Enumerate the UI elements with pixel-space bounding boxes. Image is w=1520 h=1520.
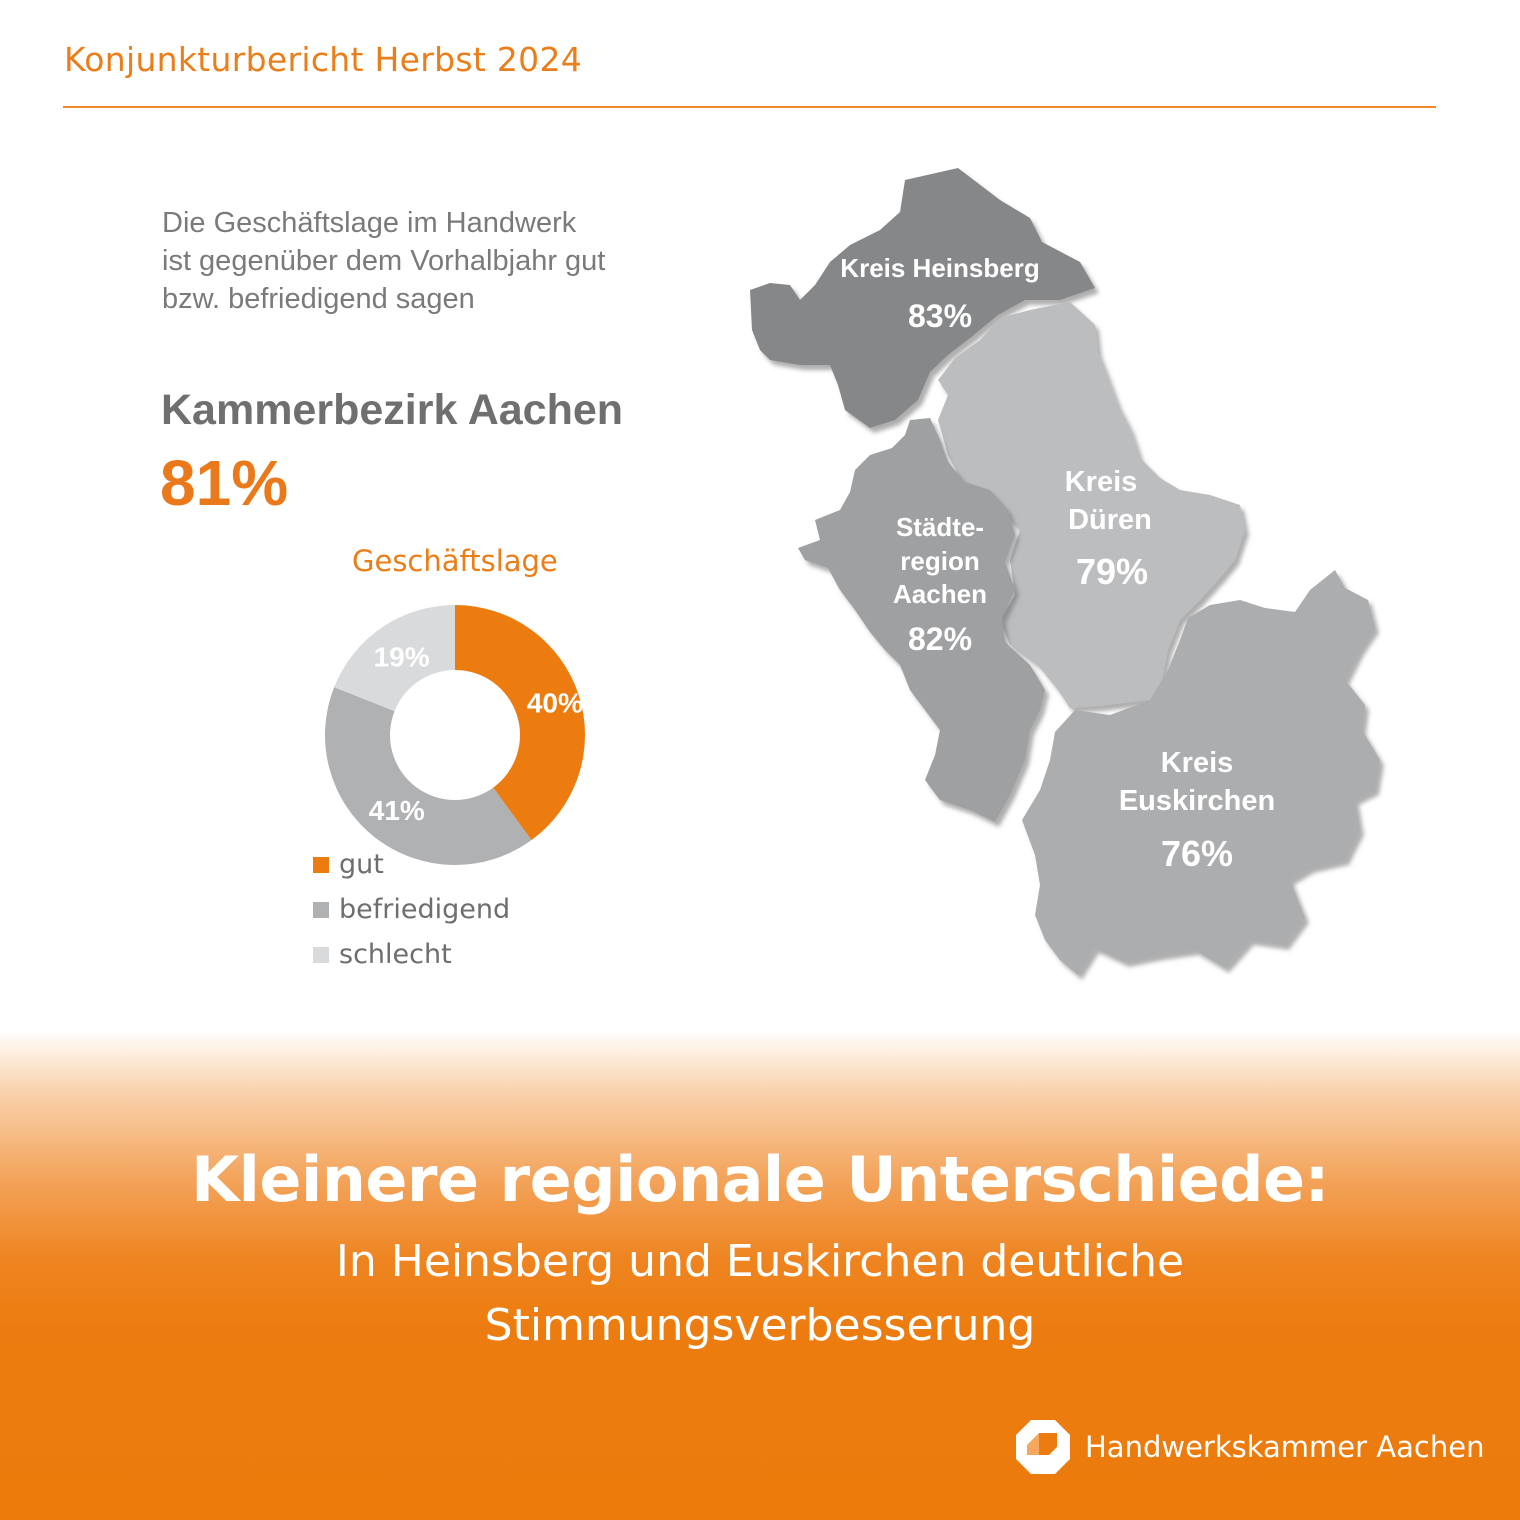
- brand-logo[interactable]: Handwerkskammer Aachen: [1013, 1417, 1484, 1477]
- legend-swatch-gut: [313, 856, 329, 873]
- hwk-logo-icon: [1016, 1420, 1070, 1474]
- legend-label: gut: [339, 849, 384, 880]
- map-region-heinsberg: [750, 168, 1095, 428]
- banner-subline-line: Stimmungsverbesserung: [484, 1300, 1036, 1351]
- legend-label: schlecht: [339, 939, 452, 970]
- donut-title: Geschäftslage: [352, 544, 558, 578]
- donut-chart: 40% 41% 19%: [324, 605, 585, 865]
- legend-swatch-befriedigend: [313, 901, 329, 918]
- header-divider: [63, 106, 1436, 108]
- legend-label: befriedigend: [339, 894, 511, 925]
- map-region-dueren: [938, 302, 1245, 708]
- banner-subline: In Heinsberg und Euskirchen deutliche St…: [0, 1230, 1520, 1358]
- donut-slice-befriedigend: [324, 687, 532, 865]
- donut-slice-schlecht: [334, 605, 455, 712]
- map-region-euskirchen: [1022, 570, 1380, 975]
- donut-value-label: 41%: [369, 795, 425, 826]
- intro-line: bzw. befriedigend sagen: [162, 283, 475, 315]
- map-label-heinsberg-name: Kreis Heinsberg: [840, 253, 1039, 283]
- intro-line: Die Geschäftslage im Handwerk: [162, 207, 577, 239]
- map-label-aachen-name: region: [900, 546, 979, 576]
- intro-text: Die Geschäftslage im Handwerk ist gegenü…: [162, 204, 682, 318]
- map-label-euskirchen-name: Kreis: [1161, 747, 1234, 779]
- legend-swatch-schlecht: [313, 946, 329, 963]
- report-title: Konjunkturbericht Herbst 2024: [64, 40, 583, 79]
- donut-legend: gut befriedigend schlecht: [313, 842, 510, 977]
- map-label-dueren-value: 79%: [1076, 551, 1148, 592]
- summary-value: 81%: [160, 447, 289, 519]
- map-label-euskirchen-value: 76%: [1161, 833, 1233, 874]
- map-label-aachen-name: Aachen: [893, 579, 987, 609]
- brand-name: Handwerkskammer Aachen: [1085, 1430, 1485, 1464]
- intro-line: ist gegenüber dem Vorhalbjahr gut: [162, 245, 606, 277]
- legend-item-befriedigend: befriedigend: [313, 887, 510, 932]
- map-label-aachen-name: Städte-: [896, 512, 984, 542]
- donut-value-label: 19%: [374, 641, 430, 672]
- donut-slice-gut: [455, 605, 585, 841]
- map-region-aachen: [798, 418, 1045, 822]
- map-label-dueren-name: Kreis: [1065, 466, 1138, 498]
- map-label-dueren-name: Düren: [1068, 504, 1152, 536]
- bottom-banner: [0, 1030, 1520, 1520]
- legend-item-gut: gut: [313, 842, 510, 887]
- map-label-heinsberg-value: 83%: [908, 298, 972, 334]
- map-label-aachen-value: 82%: [908, 621, 972, 657]
- map-label-euskirchen-name: Euskirchen: [1119, 785, 1275, 817]
- donut-value-label: 40%: [527, 688, 583, 719]
- legend-item-schlecht: schlecht: [313, 932, 510, 977]
- summary-region: Kammerbezirk Aachen: [161, 386, 624, 434]
- banner-headline: Kleinere regionale Unterschiede:: [191, 1143, 1329, 1216]
- district-map: Kreis Heinsberg 83% Kreis Düren 79% Städ…: [750, 168, 1380, 975]
- banner-subline-line: In Heinsberg und Euskirchen deutliche: [335, 1236, 1185, 1287]
